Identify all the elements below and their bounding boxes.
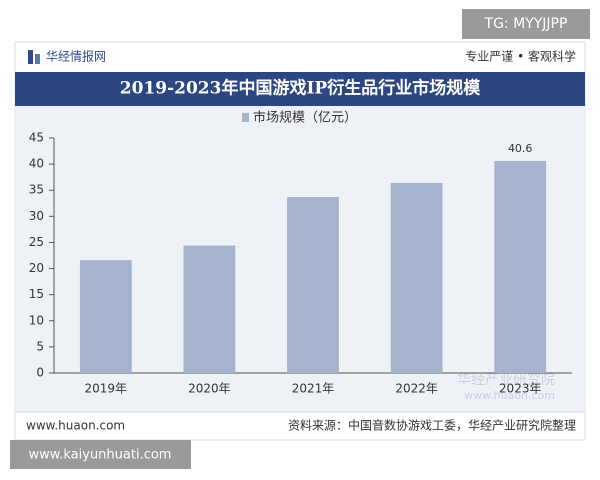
y-tick-label: 10 <box>29 313 44 327</box>
badge-top: TG: MYYJJPP <box>484 16 568 32</box>
y-tick-label: 40 <box>29 157 44 171</box>
badge-top-box <box>462 9 590 39</box>
x-tick-label: 2019年 <box>85 382 128 396</box>
footer-site: www.huaon.com <box>26 419 125 433</box>
badge-bottom-box <box>10 440 191 469</box>
y-tick-label: 5 <box>36 339 44 353</box>
y-tick-label: 25 <box>29 235 44 249</box>
bar <box>79 260 132 373</box>
bar <box>287 197 339 373</box>
logo-icon <box>28 50 33 64</box>
bar <box>390 182 443 373</box>
chart-title: 2019-2023年中国游戏IP衍生品行业市场规模 <box>120 78 481 99</box>
data-label: 40.6 <box>508 142 533 155</box>
x-tick-label: 2022年 <box>395 382 438 396</box>
y-tick-label: 35 <box>29 183 44 197</box>
bar <box>183 245 236 373</box>
logo-icon <box>35 54 40 64</box>
y-tick-label: 0 <box>36 366 44 380</box>
watermark: 华经产业研究院 <box>457 372 555 388</box>
watermark: www.huaon.com <box>464 389 555 402</box>
y-tick-label: 30 <box>29 209 44 223</box>
badge-bottom: www.kaiyunhuati.com <box>29 448 172 463</box>
x-tick-label: 2020年 <box>188 382 231 396</box>
slogan: 专业严谨 • 客观科学 <box>465 49 576 64</box>
bar <box>494 160 547 373</box>
logo: 华经情报网 <box>46 49 106 64</box>
x-tick-label: 2023年 <box>499 382 542 396</box>
footer-source: 资料来源：中国音数协游戏工委，华经产业研究院整理 <box>288 418 576 433</box>
y-tick-label: 20 <box>29 261 44 275</box>
legend-label: 市场规模（亿元） <box>253 110 357 126</box>
title-band <box>15 72 585 106</box>
legend-swatch <box>242 113 249 122</box>
y-tick-label: 45 <box>29 131 44 145</box>
x-tick-label: 2021年 <box>292 382 335 396</box>
y-tick-label: 15 <box>29 287 44 301</box>
